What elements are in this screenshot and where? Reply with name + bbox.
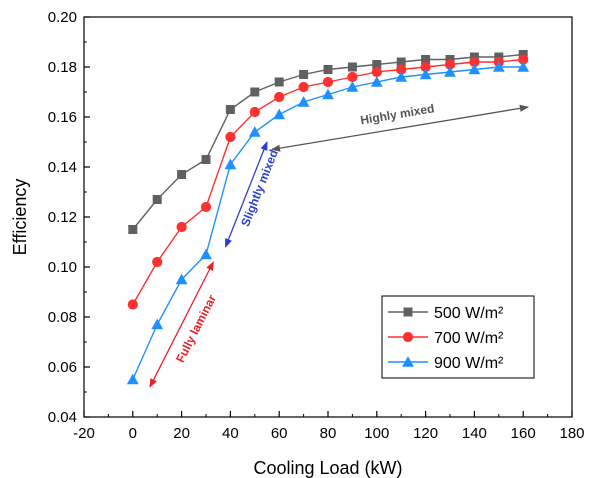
data-point bbox=[128, 225, 138, 234]
data-point bbox=[517, 61, 530, 72]
data-point bbox=[395, 71, 408, 82]
y-tick-label: 0.12 bbox=[48, 209, 77, 226]
x-tick-label: 0 bbox=[129, 425, 137, 442]
data-point bbox=[152, 256, 163, 268]
data-point bbox=[273, 108, 286, 120]
y-axis-title: Efficiency bbox=[10, 179, 30, 256]
data-point bbox=[371, 66, 382, 78]
data-point bbox=[419, 68, 432, 80]
axis-ticks: -20 0 20 40 60 80 100 120 140 160 180 0.04 0.06 0.08 0… bbox=[48, 9, 585, 442]
data-point bbox=[297, 96, 310, 107]
legend-label: 500 W/m² bbox=[434, 305, 504, 322]
data-point bbox=[249, 106, 260, 118]
data-point bbox=[444, 66, 456, 77]
y-tick-label: 0.14 bbox=[48, 159, 77, 176]
y-tick-label: 0.10 bbox=[48, 259, 77, 276]
data-point bbox=[469, 56, 480, 68]
y-tick-label: 0.06 bbox=[48, 359, 77, 376]
x-tick-label: 20 bbox=[173, 425, 190, 442]
data-point bbox=[250, 87, 260, 97]
legend: 500 W/m² 700 W/m² 900 W/m² bbox=[381, 295, 535, 379]
data-point bbox=[274, 91, 285, 103]
data-point bbox=[200, 201, 212, 213]
annotation-arrow bbox=[149, 261, 214, 388]
x-tick-label: 40 bbox=[222, 425, 239, 442]
y-tick-label: 0.16 bbox=[48, 109, 77, 126]
data-point bbox=[518, 54, 529, 65]
x-tick-label: 60 bbox=[271, 425, 288, 442]
legend-marker bbox=[402, 331, 414, 343]
data-point bbox=[224, 158, 237, 170]
annotation-arrow bbox=[224, 141, 268, 248]
data-point bbox=[175, 273, 188, 285]
data-point bbox=[468, 63, 481, 75]
x-tick-label: -20 bbox=[73, 425, 95, 442]
data-point bbox=[396, 64, 407, 75]
data-point bbox=[396, 57, 406, 67]
data-point bbox=[322, 76, 334, 88]
data-point bbox=[248, 126, 261, 137]
x-axis-title: Cooling Load (kW) bbox=[253, 458, 402, 478]
legend-label: 700 W/m² bbox=[434, 330, 504, 347]
data-point bbox=[420, 61, 431, 73]
data-point bbox=[347, 71, 358, 83]
data-point bbox=[127, 299, 138, 310]
x-tick-label: 140 bbox=[462, 425, 487, 442]
series-3 bbox=[126, 61, 530, 385]
annotation-arrow bbox=[270, 104, 529, 152]
legend-label: 900 W/m² bbox=[434, 355, 504, 372]
data-point bbox=[274, 77, 284, 87]
legend-marker bbox=[402, 356, 414, 367]
data-point bbox=[323, 65, 333, 74]
y-tick-label: 0.20 bbox=[48, 9, 77, 26]
x-tick-label: 80 bbox=[320, 425, 337, 442]
data-point bbox=[176, 221, 187, 233]
data-point bbox=[444, 59, 456, 70]
data-point bbox=[347, 62, 357, 72]
data-point bbox=[152, 195, 162, 204]
data-point bbox=[201, 155, 211, 164]
x-tick-label: 120 bbox=[413, 425, 438, 442]
y-tick-label: 0.04 bbox=[48, 409, 77, 426]
data-point bbox=[299, 70, 309, 79]
data-point bbox=[225, 131, 236, 143]
data-series bbox=[126, 50, 530, 385]
data-point bbox=[298, 81, 309, 93]
x-tick-label: 100 bbox=[364, 425, 389, 442]
data-point bbox=[346, 81, 359, 92]
data-point bbox=[225, 105, 235, 114]
y-tick-label: 0.08 bbox=[48, 309, 77, 326]
data-point bbox=[177, 170, 187, 179]
data-point bbox=[322, 88, 334, 100]
x-tick-label: 180 bbox=[559, 425, 584, 442]
data-point bbox=[126, 373, 139, 385]
x-tick-label: 160 bbox=[511, 425, 536, 442]
data-point bbox=[421, 55, 431, 64]
y-tick-label: 0.18 bbox=[48, 59, 77, 76]
data-point bbox=[370, 76, 383, 87]
data-point bbox=[151, 318, 164, 330]
legend-item: 700 W/m² bbox=[388, 330, 504, 347]
data-point bbox=[372, 60, 382, 69]
legend-item: 900 W/m² bbox=[388, 355, 504, 372]
legend-marker bbox=[403, 307, 413, 317]
data-point bbox=[200, 248, 212, 260]
legend-item: 500 W/m² bbox=[388, 305, 504, 322]
data-point bbox=[492, 61, 505, 72]
